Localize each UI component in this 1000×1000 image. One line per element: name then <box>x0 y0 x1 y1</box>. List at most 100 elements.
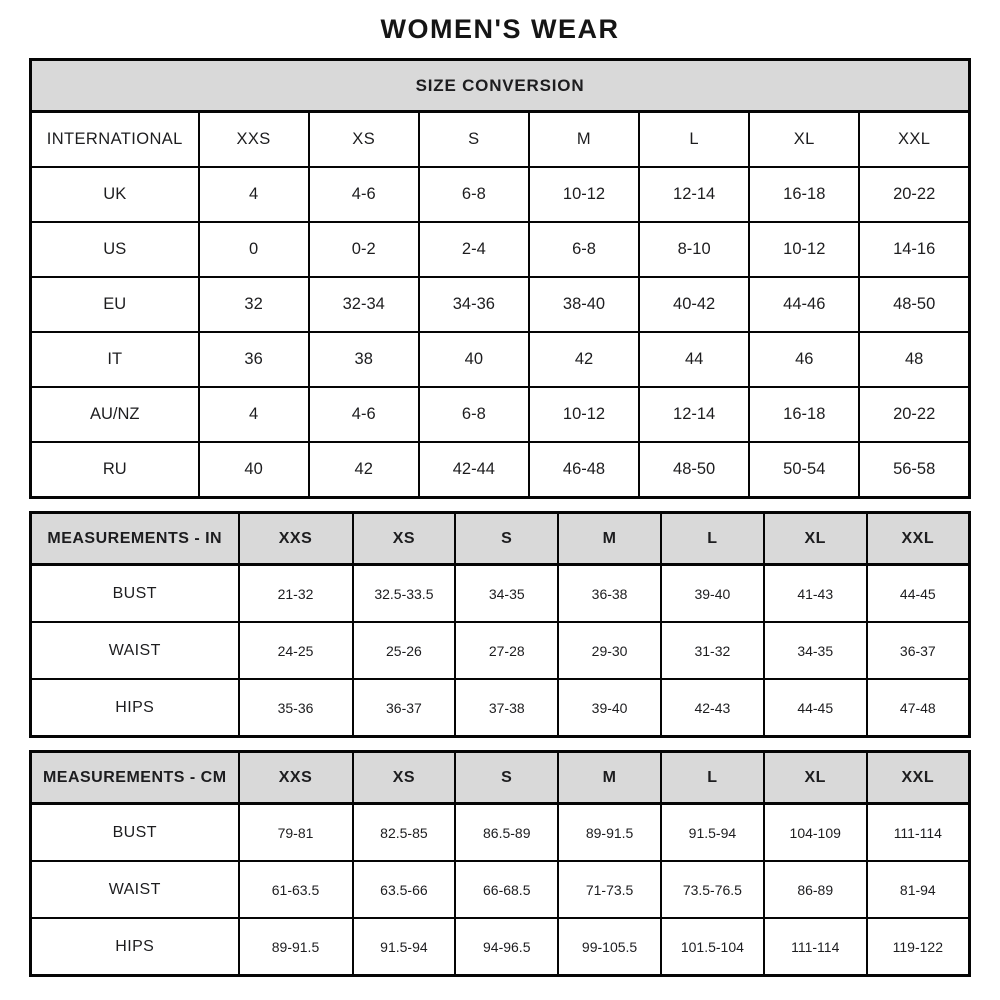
cell: 111-114 <box>762 917 868 977</box>
cell: 8-10 <box>638 221 751 278</box>
cell: 6-8 <box>417 166 530 223</box>
column-header-l: L <box>659 750 765 805</box>
cell: 101.5-104 <box>659 917 765 977</box>
size-chart-page: WOMEN'S WEAR SIZE CONVERSION INTERNATION… <box>29 0 971 977</box>
cell: 34-35 <box>762 621 868 680</box>
column-header-row: INTERNATIONAL XXS XS S M L XL XXL <box>29 110 971 168</box>
cell: 39-40 <box>659 563 765 623</box>
cell: 86.5-89 <box>454 802 560 862</box>
cell: 42 <box>307 441 420 499</box>
table-row-hips-in: HIPS 35-36 36-37 37-38 39-40 42-43 44-45… <box>29 678 971 738</box>
cell: 32.5-33.5 <box>351 563 457 623</box>
measurements-in-header-row: MEASUREMENTS - IN XXS XS S M L XL XXL <box>29 511 971 566</box>
cell: 36-37 <box>351 678 457 738</box>
cell: 94-96.5 <box>454 917 560 977</box>
measurements-in-table: MEASUREMENTS - IN XXS XS S M L XL XXL BU… <box>29 511 971 738</box>
column-header-xl: XL <box>762 511 868 566</box>
cell: 111-114 <box>865 802 971 862</box>
row-label: WAIST <box>29 621 240 680</box>
cell: 44-46 <box>748 276 861 333</box>
cell: 20-22 <box>858 386 971 443</box>
cell: 82.5-85 <box>351 802 457 862</box>
table-row-hips-cm: HIPS 89-91.5 91.5-94 94-96.5 99-105.5 10… <box>29 917 971 977</box>
cell: 0-2 <box>307 221 420 278</box>
cell: 4-6 <box>307 166 420 223</box>
cell: 10-12 <box>527 386 641 443</box>
column-header-xxl: XXL <box>858 110 971 168</box>
cell: 27-28 <box>454 621 560 680</box>
cell: 42-44 <box>417 441 530 499</box>
column-header-xxl: XXL <box>865 750 971 805</box>
cell: 4 <box>197 166 310 223</box>
column-header-m: M <box>527 110 641 168</box>
cell: 20-22 <box>858 166 971 223</box>
cell: 21-32 <box>237 563 354 623</box>
cell: 89-91.5 <box>557 802 662 862</box>
cell: 16-18 <box>748 386 861 443</box>
cell: 89-91.5 <box>237 917 354 977</box>
table-row-it: IT 36 38 40 42 44 46 48 <box>29 331 971 388</box>
cell: 44-45 <box>865 563 971 623</box>
cell: 34-35 <box>454 563 560 623</box>
column-header-xxs: XXS <box>237 750 354 805</box>
cell: 56-58 <box>858 441 971 499</box>
column-header-s: S <box>454 511 560 566</box>
row-label: RU <box>29 441 200 499</box>
cell: 48 <box>858 331 971 388</box>
cell: 46-48 <box>527 441 641 499</box>
row-label: BUST <box>29 563 240 623</box>
cell: 38 <box>307 331 420 388</box>
column-header-m: M <box>557 750 662 805</box>
cell: 79-81 <box>237 802 354 862</box>
row-label: EU <box>29 276 200 333</box>
cell: 41-43 <box>762 563 868 623</box>
cell: 12-14 <box>638 166 751 223</box>
cell: 48-50 <box>638 441 751 499</box>
table-row-waist-in: WAIST 24-25 25-26 27-28 29-30 31-32 34-3… <box>29 621 971 680</box>
cell: 34-36 <box>417 276 530 333</box>
cell: 10-12 <box>527 166 641 223</box>
column-header-xs: XS <box>307 110 420 168</box>
cell: 14-16 <box>858 221 971 278</box>
cell: 25-26 <box>351 621 457 680</box>
cell: 32-34 <box>307 276 420 333</box>
cell: 6-8 <box>527 221 641 278</box>
column-header-m: M <box>557 511 662 566</box>
table-row-waist-cm: WAIST 61-63.5 63.5-66 66-68.5 71-73.5 73… <box>29 860 971 919</box>
column-header-xxl: XXL <box>865 511 971 566</box>
row-label: IT <box>29 331 200 388</box>
cell: 63.5-66 <box>351 860 457 919</box>
column-header-xl: XL <box>762 750 868 805</box>
cell: 0 <box>197 221 310 278</box>
column-header-xxs: XXS <box>237 511 354 566</box>
table-row-us: US 0 0-2 2-4 6-8 8-10 10-12 14-16 <box>29 221 971 278</box>
cell: 10-12 <box>748 221 861 278</box>
cell: 36-37 <box>865 621 971 680</box>
cell: 66-68.5 <box>454 860 560 919</box>
cell: 32 <box>197 276 310 333</box>
cell: 48-50 <box>858 276 971 333</box>
cell: 119-122 <box>865 917 971 977</box>
column-header-l: L <box>638 110 751 168</box>
cell: 46 <box>748 331 861 388</box>
cell: 37-38 <box>454 678 560 738</box>
cell: 44 <box>638 331 751 388</box>
cell: 71-73.5 <box>557 860 662 919</box>
cell: 91.5-94 <box>351 917 457 977</box>
size-conversion-table: SIZE CONVERSION INTERNATIONAL XXS XS S M… <box>29 58 971 499</box>
cell: 40 <box>417 331 530 388</box>
row-label: WAIST <box>29 860 240 919</box>
column-header-s: S <box>454 750 560 805</box>
column-header-xxs: XXS <box>197 110 310 168</box>
cell: 35-36 <box>237 678 354 738</box>
column-header-s: S <box>417 110 530 168</box>
cell: 29-30 <box>557 621 662 680</box>
cell: 47-48 <box>865 678 971 738</box>
cell: 36-38 <box>557 563 662 623</box>
cell: 81-94 <box>865 860 971 919</box>
row-label: BUST <box>29 802 240 862</box>
cell: 31-32 <box>659 621 765 680</box>
row-label: AU/NZ <box>29 386 200 443</box>
cell: 61-63.5 <box>237 860 354 919</box>
cell: 16-18 <box>748 166 861 223</box>
